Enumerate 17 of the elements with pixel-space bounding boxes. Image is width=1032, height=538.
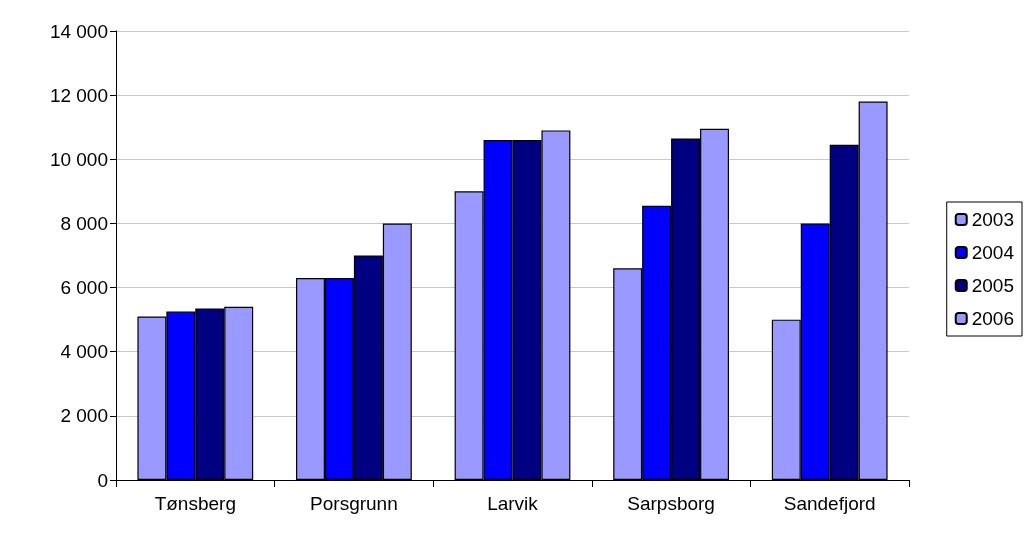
legend-label: 2004 bbox=[971, 242, 1015, 263]
y-tick-label: 10 000 bbox=[49, 148, 108, 170]
x-tick-label: Sarpsborg bbox=[627, 493, 715, 514]
y-tick-label: 8 000 bbox=[60, 212, 108, 234]
x-tick-label: Sandefjord bbox=[783, 493, 876, 514]
y-tick-label: 2 000 bbox=[60, 405, 108, 427]
x-tick-label: Larvik bbox=[487, 493, 539, 514]
legend-label: 2005 bbox=[971, 275, 1015, 296]
legend-label: 2006 bbox=[971, 308, 1015, 329]
x-tick-label: Porsgrunn bbox=[310, 493, 398, 514]
y-tick-label: 14 000 bbox=[49, 20, 108, 42]
legend-label: 2003 bbox=[971, 209, 1015, 230]
y-tick-label: 0 bbox=[97, 469, 108, 491]
y-tick-label: 6 000 bbox=[60, 277, 108, 299]
x-tick-label: Tønsberg bbox=[154, 493, 236, 514]
y-tick-label: 12 000 bbox=[49, 84, 108, 106]
y-tick-label: 4 000 bbox=[60, 341, 108, 363]
